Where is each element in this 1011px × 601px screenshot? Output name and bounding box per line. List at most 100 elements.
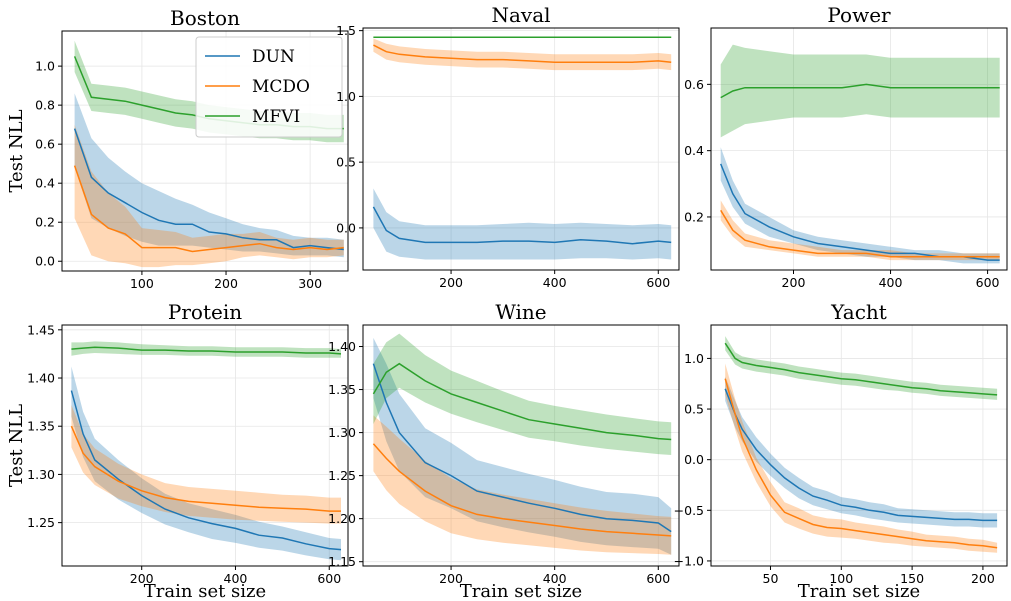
x-tick-label: 200 [439, 275, 463, 290]
axes-frame [362, 324, 680, 567]
x-tick-label: 200 [130, 571, 154, 586]
x-tick-label: 200 [971, 571, 995, 586]
line-dun [372, 206, 672, 245]
y-tick-label: 1.40 [328, 339, 356, 354]
x-axis-label: Train set size [798, 581, 920, 601]
panel-title: Wine [495, 300, 546, 324]
x-tick-label: 200 [439, 571, 463, 586]
line-mfvi [372, 362, 672, 441]
plot-area [724, 336, 998, 553]
y-tick-label: 1.0 [684, 351, 704, 366]
y-tick-label: 0.0 [35, 254, 55, 269]
x-tick-label: 600 [646, 275, 670, 290]
band-mfvi [725, 336, 998, 400]
y-tick-label: 0.0 [684, 452, 704, 467]
y-tick-label: 1.25 [328, 468, 356, 483]
y-tick-label: 0.5 [336, 155, 356, 170]
panel-title: Naval [491, 3, 550, 27]
panel-power: 200 400 600 0.2 0.4 0.6 Power [684, 3, 1008, 290]
line-mfvi [71, 346, 342, 355]
y-tick-label: 1.15 [328, 554, 356, 569]
band-dun [74, 93, 344, 258]
axes-frame [710, 27, 1008, 271]
axes-frame [710, 324, 1008, 567]
x-axis-label: Train set size [460, 581, 582, 601]
line-mfvi [724, 342, 998, 396]
y-tick-label: 0.6 [684, 77, 704, 92]
line-mcdo [373, 44, 672, 63]
legend-label-mfvi: MFVI [252, 107, 300, 127]
panel-title: Protein [168, 300, 242, 324]
band-dun [725, 376, 998, 528]
y-tick-label: 0.6 [35, 137, 55, 152]
panel-naval: 200 400 600 0.0 0.5 1.0 1.5 Naval [336, 3, 680, 290]
plot-area [372, 36, 672, 260]
y-tick-label: 1.45 [27, 322, 55, 337]
y-tick-label: 1.35 [27, 419, 55, 434]
y-tick-label: 1.0 [35, 59, 55, 74]
legend: DUN MCDO MFVI [195, 36, 343, 138]
y-tick-label: 0.0 [336, 220, 356, 235]
line-mcdo [70, 425, 341, 512]
band-mcdo [71, 405, 342, 524]
y-tick-label: −1.0 [674, 553, 704, 568]
x-tick-label: 200 [782, 275, 806, 290]
x-tick-label: 200 [214, 276, 238, 291]
x-tick-label: 50 [763, 571, 779, 586]
panel-title: Boston [170, 6, 240, 30]
panel-title: Yacht [830, 300, 887, 324]
y-tick-label: 0.4 [684, 143, 704, 158]
y-tick-label: 1.30 [27, 467, 55, 482]
line-mcdo [372, 443, 672, 537]
y-tick-label: 0.8 [35, 98, 55, 113]
band-mfvi [720, 44, 1000, 138]
line-mcdo [724, 378, 998, 549]
line-dun [724, 388, 998, 522]
x-tick-label: 300 [298, 276, 322, 291]
x-tick-label: 600 [976, 275, 1000, 290]
x-tick-label: 100 [829, 571, 853, 586]
x-tick-label: 600 [317, 571, 341, 586]
legend-box [195, 36, 343, 138]
y-tick-label: 1.35 [328, 382, 356, 397]
y-tick-label: 1.40 [27, 371, 55, 386]
plot-area [720, 44, 1000, 264]
band-dun [720, 147, 1000, 264]
x-tick-label: 400 [879, 275, 903, 290]
x-tick-label: 400 [224, 571, 248, 586]
panel-yacht: 50 100 150 200 −1.0 −0.5 0.0 0.5 1.0 Yacht Train s… [674, 300, 1008, 601]
y-tick-label: 1.0 [336, 89, 356, 104]
legend-label-mcdo: MCDO [252, 77, 310, 97]
y-tick-label: 1.30 [328, 425, 356, 440]
line-mcdo [73, 165, 344, 253]
panel-boston: 100 200 300 0.0 0.2 0.4 0.6 0.8 1.0 Boston Test NL… [6, 6, 349, 291]
y-tick-label: 1.25 [27, 515, 55, 530]
band-mcdo [720, 200, 1000, 261]
y-axis-label: Test NLL [6, 404, 27, 487]
x-tick-label: 600 [646, 571, 670, 586]
y-tick-label: 1.5 [336, 23, 356, 38]
band-dun [373, 188, 672, 260]
line-mfvi [720, 83, 1000, 99]
y-tick-label: 0.2 [35, 215, 55, 230]
line-dun [372, 363, 672, 533]
x-tick-label: 100 [130, 276, 154, 291]
x-axis-label: Train set size [144, 581, 266, 601]
line-dun [73, 128, 344, 251]
band-mcdo [373, 38, 672, 71]
y-tick-label: 0.5 [684, 402, 704, 417]
panel-wine: 200 400 600 1.15 1.20 1.25 1.30 1.35 1.40 Wine Tra… [328, 300, 680, 601]
band-mfvi [373, 333, 672, 455]
axes-frame [61, 324, 349, 567]
legend-label-dun: DUN [252, 47, 295, 67]
y-tick-label: 1.20 [328, 511, 356, 526]
panel-protein: 200 400 600 1.25 1.30 1.35 1.40 1.45 Protein Test… [6, 300, 349, 601]
axes-frame [362, 27, 680, 271]
plot-area [70, 341, 342, 561]
line-mcdo [720, 209, 1000, 258]
y-axis-label: Test NLL [6, 109, 27, 192]
plot-area [372, 333, 672, 555]
y-tick-label: −0.5 [674, 503, 704, 518]
line-dun [70, 390, 342, 551]
